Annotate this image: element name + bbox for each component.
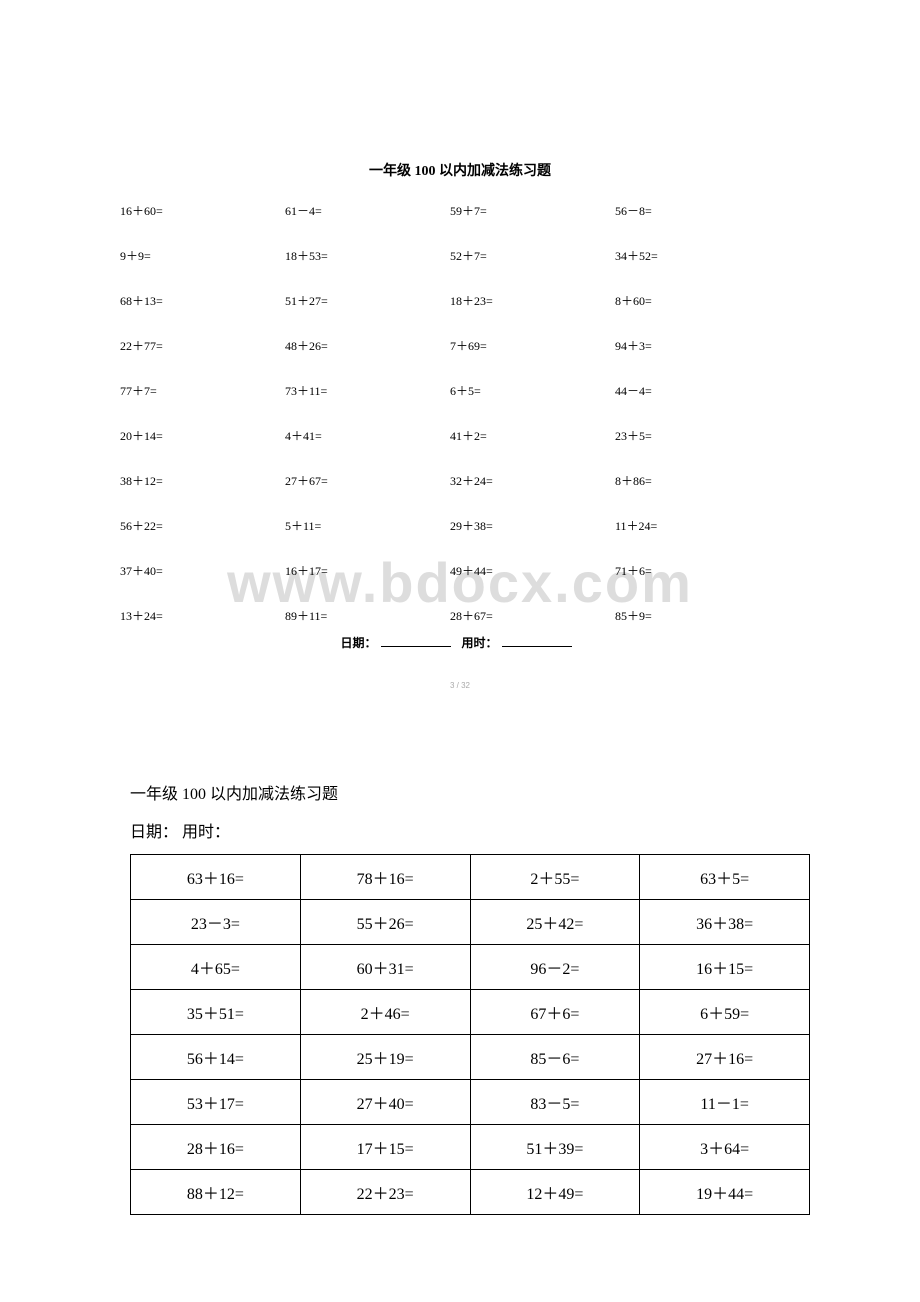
problem-cell: 16＋60=	[120, 202, 285, 219]
problem-cell: 23＋5=	[615, 427, 780, 444]
problem-cell: 44－4=	[615, 382, 780, 399]
table-row: 28＋16=17＋15=51＋39=3＋64=	[131, 1125, 810, 1170]
problem-cell: 78＋16=	[300, 855, 470, 900]
worksheet-title-bottom: 一年级 100 以内加减法练习题	[130, 780, 810, 804]
problem-cell: 8＋60=	[615, 292, 780, 309]
problem-cell: 35＋51=	[131, 990, 301, 1035]
date-time-row: 日期： 用时：	[110, 634, 810, 651]
problem-cell: 22＋23=	[300, 1170, 470, 1215]
table-row: 63＋16=78＋16=2＋55=63＋5=	[131, 855, 810, 900]
problem-cell: 18＋53=	[285, 247, 450, 264]
table-row: 53＋17=27＋40=83－5=11－1=	[131, 1080, 810, 1125]
problem-cell: 77＋7=	[120, 382, 285, 399]
problem-cell: 6＋5=	[450, 382, 615, 399]
problem-cell: 60＋31=	[300, 945, 470, 990]
problem-cell: 96－2=	[470, 945, 640, 990]
problem-cell: 89＋11=	[285, 607, 450, 624]
problem-cell: 51＋39=	[470, 1125, 640, 1170]
problem-cell: 11－1=	[640, 1080, 810, 1125]
problem-cell: 2＋46=	[300, 990, 470, 1035]
problem-cell: 83－5=	[470, 1080, 640, 1125]
table-row: 35＋51=2＋46=67＋6=6＋59=	[131, 990, 810, 1035]
problem-cell: 9＋9=	[120, 247, 285, 264]
problem-cell: 56＋22=	[120, 517, 285, 534]
table-row: 4＋65=60＋31=96－2=16＋15=	[131, 945, 810, 990]
date-label: 日期：	[340, 636, 376, 650]
problem-grid-top: 16＋60=61－4=59＋7=56－8= 9＋9=18＋53=52＋7=34＋5…	[110, 202, 810, 624]
problem-cell: 63＋5=	[640, 855, 810, 900]
problem-cell: 61－4=	[285, 202, 450, 219]
problem-cell: 16＋17=	[285, 562, 450, 579]
date-time-line-bottom: 日期： 用时：	[130, 818, 810, 842]
problem-cell: 25＋19=	[300, 1035, 470, 1080]
problem-cell: 88＋12=	[131, 1170, 301, 1215]
problem-cell: 59＋7=	[450, 202, 615, 219]
problem-cell: 6＋59=	[640, 990, 810, 1035]
problem-cell: 22＋77=	[120, 337, 285, 354]
problem-cell: 68＋13=	[120, 292, 285, 309]
problem-cell: 36＋38=	[640, 900, 810, 945]
problem-cell: 32＋24=	[450, 472, 615, 489]
problem-cell: 5＋11=	[285, 517, 450, 534]
page-number: 3 / 32	[110, 681, 810, 690]
problem-cell: 73＋11=	[285, 382, 450, 399]
problem-cell: 13＋24=	[120, 607, 285, 624]
problem-cell: 27＋67=	[285, 472, 450, 489]
problem-cell: 27＋16=	[640, 1035, 810, 1080]
problem-cell: 71＋6=	[615, 562, 780, 579]
problem-cell: 23－3=	[131, 900, 301, 945]
table-row: 56＋14=25＋19=85－6=27＋16=	[131, 1035, 810, 1080]
problem-cell: 52＋7=	[450, 247, 615, 264]
problem-cell: 28＋67=	[450, 607, 615, 624]
problem-cell: 55＋26=	[300, 900, 470, 945]
problem-cell: 94＋3=	[615, 337, 780, 354]
problem-cell: 34＋52=	[615, 247, 780, 264]
table-row: 23－3=55＋26=25＋42=36＋38=	[131, 900, 810, 945]
problem-cell: 20＋14=	[120, 427, 285, 444]
problem-cell: 11＋24=	[615, 517, 780, 534]
problem-cell: 51＋27=	[285, 292, 450, 309]
problem-cell: 19＋44=	[640, 1170, 810, 1215]
problem-cell: 4＋41=	[285, 427, 450, 444]
problem-cell: 12＋49=	[470, 1170, 640, 1215]
time-label: 用时：	[462, 636, 498, 650]
problem-cell: 37＋40=	[120, 562, 285, 579]
problem-cell: 29＋38=	[450, 517, 615, 534]
problem-cell: 2＋55=	[470, 855, 640, 900]
time-blank	[502, 635, 572, 647]
problem-cell: 3＋64=	[640, 1125, 810, 1170]
date-blank	[381, 635, 451, 647]
problem-cell: 4＋65=	[131, 945, 301, 990]
problem-cell: 18＋23=	[450, 292, 615, 309]
problem-cell: 48＋26=	[285, 337, 450, 354]
problem-cell: 7＋69=	[450, 337, 615, 354]
problem-cell: 17＋15=	[300, 1125, 470, 1170]
problem-cell: 8＋86=	[615, 472, 780, 489]
problem-cell: 67＋6=	[470, 990, 640, 1035]
problem-cell: 16＋15=	[640, 945, 810, 990]
problem-cell: 41＋2=	[450, 427, 615, 444]
problem-cell: 38＋12=	[120, 472, 285, 489]
problem-cell: 63＋16=	[131, 855, 301, 900]
problem-cell: 85－6=	[470, 1035, 640, 1080]
problem-cell: 49＋44=	[450, 562, 615, 579]
problem-table-bottom: 63＋16=78＋16=2＋55=63＋5=23－3=55＋26=25＋42=3…	[130, 854, 810, 1215]
problem-cell: 56＋14=	[131, 1035, 301, 1080]
problem-cell: 53＋17=	[131, 1080, 301, 1125]
table-row: 88＋12=22＋23=12＋49=19＋44=	[131, 1170, 810, 1215]
problem-cell: 56－8=	[615, 202, 780, 219]
problem-cell: 27＋40=	[300, 1080, 470, 1125]
problem-cell: 28＋16=	[131, 1125, 301, 1170]
worksheet-title-top: 一年级 100 以内加减法练习题	[110, 160, 810, 180]
problem-cell: 25＋42=	[470, 900, 640, 945]
problem-cell: 85＋9=	[615, 607, 780, 624]
